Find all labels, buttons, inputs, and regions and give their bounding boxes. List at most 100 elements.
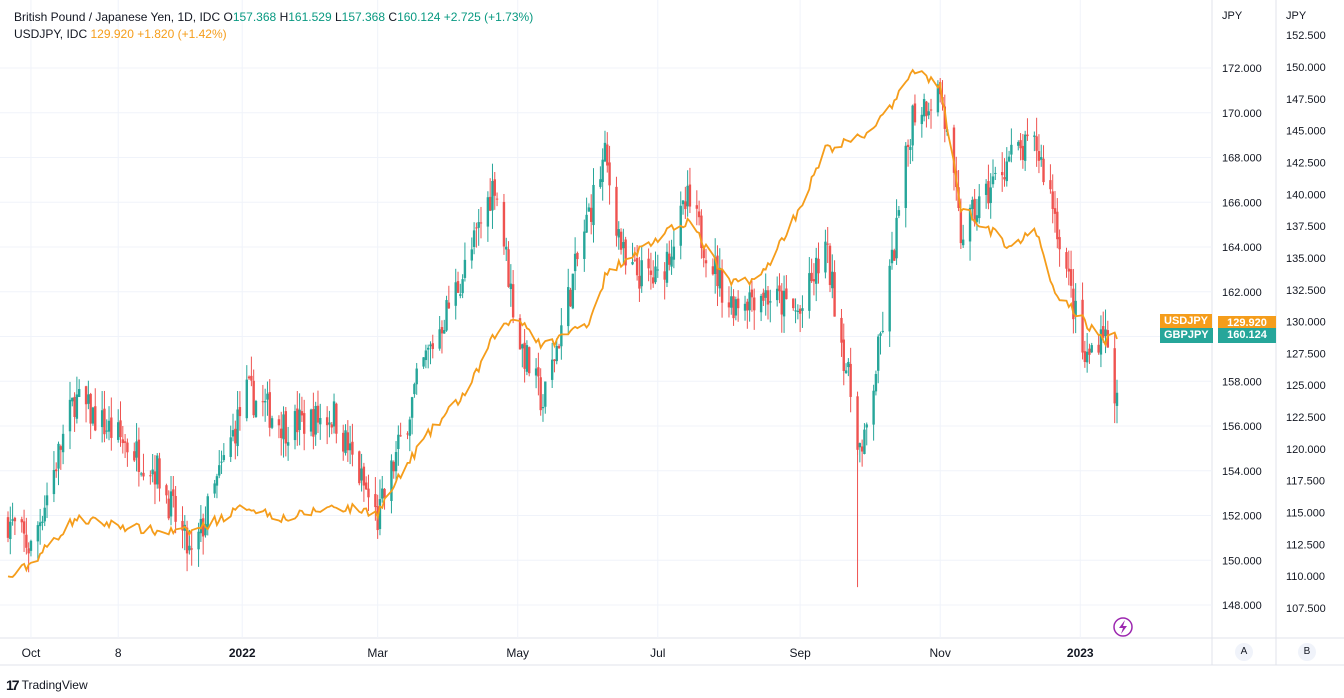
candle-body[interactable] <box>831 271 834 289</box>
candle-body[interactable] <box>213 483 216 494</box>
candle-body[interactable] <box>615 186 618 236</box>
candle-body[interactable] <box>332 401 336 427</box>
candle-body[interactable] <box>312 409 315 437</box>
candle-body[interactable] <box>590 207 593 222</box>
candle-body[interactable] <box>364 482 368 490</box>
candle-body[interactable] <box>592 184 595 226</box>
candle-body[interactable] <box>732 296 735 319</box>
candle-body[interactable] <box>11 519 14 521</box>
candle-body[interactable] <box>206 496 209 528</box>
candle-body[interactable] <box>585 214 588 233</box>
candle-body[interactable] <box>1083 351 1087 363</box>
auto-scale-button-a[interactable]: A <box>1235 643 1253 661</box>
candle-body[interactable] <box>36 525 40 542</box>
candle-body[interactable] <box>1102 326 1105 338</box>
candle-body[interactable] <box>785 288 788 300</box>
candle-body[interactable] <box>606 144 609 166</box>
candle-body[interactable] <box>619 231 623 250</box>
candle-body[interactable] <box>342 432 345 452</box>
candle-body[interactable] <box>1037 151 1041 161</box>
candle-body[interactable] <box>668 253 671 265</box>
candle-body[interactable] <box>665 251 669 283</box>
candle-body[interactable] <box>470 249 474 261</box>
candle-body[interactable] <box>284 411 288 444</box>
candle-body[interactable] <box>110 417 113 438</box>
candle-body[interactable] <box>844 370 848 374</box>
candle-body[interactable] <box>135 441 138 458</box>
candle-body[interactable] <box>344 430 347 454</box>
candle-body[interactable] <box>511 284 515 318</box>
candle-body[interactable] <box>539 377 542 411</box>
candle-body[interactable] <box>1003 177 1006 180</box>
candle-body[interactable] <box>328 422 331 425</box>
candle-body[interactable] <box>100 410 104 428</box>
candle-body[interactable] <box>151 469 154 475</box>
candle-body[interactable] <box>319 418 322 425</box>
candle-body[interactable] <box>633 259 637 261</box>
candle-body[interactable] <box>734 299 738 316</box>
candle-body[interactable] <box>234 428 237 444</box>
candle-body[interactable] <box>20 519 23 523</box>
candle-body[interactable] <box>681 200 685 205</box>
candle-body[interactable] <box>486 197 490 227</box>
candle-body[interactable] <box>1081 299 1084 353</box>
candle-body[interactable] <box>298 409 301 431</box>
candle-body[interactable] <box>185 527 189 554</box>
candle-body[interactable] <box>45 495 49 506</box>
candle-body[interactable] <box>750 289 754 298</box>
candle-body[interactable] <box>222 455 226 461</box>
candle-body[interactable] <box>576 252 579 260</box>
candle-body[interactable] <box>6 517 10 538</box>
candle-body[interactable] <box>41 521 44 523</box>
candle-body[interactable] <box>1058 237 1061 250</box>
candle-body[interactable] <box>399 435 402 437</box>
candle-body[interactable] <box>137 439 141 472</box>
candle-body[interactable] <box>367 488 370 498</box>
candle-body[interactable] <box>534 368 538 376</box>
candle-body[interactable] <box>525 345 529 372</box>
candle-body[interactable] <box>778 285 781 292</box>
candle-body[interactable] <box>68 399 72 432</box>
candle-body[interactable] <box>571 273 575 309</box>
candle-body[interactable] <box>25 534 28 548</box>
candle-body[interactable] <box>815 257 818 284</box>
candle-body[interactable] <box>893 250 896 261</box>
candle-body[interactable] <box>293 411 297 441</box>
candle-body[interactable] <box>1021 145 1025 160</box>
candle-body[interactable] <box>553 359 556 362</box>
candle-body[interactable] <box>426 347 430 350</box>
candle-body[interactable] <box>52 469 56 495</box>
candle-body[interactable] <box>316 405 320 423</box>
candle-body[interactable] <box>383 488 386 499</box>
candle-body[interactable] <box>840 317 843 343</box>
candle-body[interactable] <box>994 172 997 174</box>
candle-body[interactable] <box>1019 140 1022 149</box>
candle-body[interactable] <box>493 179 496 196</box>
candle-body[interactable] <box>296 408 299 433</box>
candle-body[interactable] <box>697 211 701 218</box>
candle-body[interactable] <box>1099 329 1103 355</box>
candle-body[interactable] <box>817 258 820 274</box>
candle-body[interactable] <box>91 407 95 424</box>
candle-body[interactable] <box>277 419 281 426</box>
candle-body[interactable] <box>107 420 111 432</box>
candle-body[interactable] <box>105 430 108 432</box>
candle-body[interactable] <box>431 343 434 350</box>
candle-body[interactable] <box>475 227 478 229</box>
candle-body[interactable] <box>220 461 223 463</box>
candle-body[interactable] <box>824 241 827 273</box>
candle-body[interactable] <box>518 318 522 350</box>
candle-body[interactable] <box>984 183 988 195</box>
candle-body[interactable] <box>989 187 992 204</box>
candle-body[interactable] <box>909 146 912 150</box>
candle-body[interactable] <box>302 413 306 434</box>
candle-body[interactable] <box>794 310 797 312</box>
candle-body[interactable] <box>651 277 655 284</box>
candle-body[interactable] <box>381 488 384 499</box>
candle-body[interactable] <box>459 294 462 296</box>
candle-body[interactable] <box>263 401 267 403</box>
candle-body[interactable] <box>688 184 692 207</box>
candle-body[interactable] <box>204 524 207 536</box>
candle-body[interactable] <box>1005 161 1008 182</box>
candle-body[interactable] <box>890 249 894 264</box>
